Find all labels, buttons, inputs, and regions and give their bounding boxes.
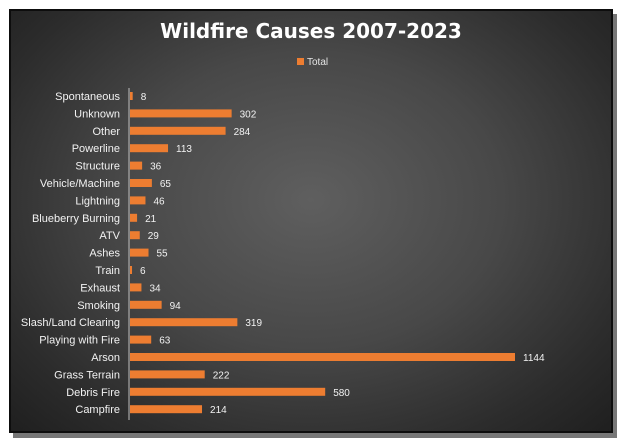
data-label: 65 — [160, 179, 172, 190]
category-label: Spontaneous — [55, 91, 120, 103]
bar — [130, 370, 205, 379]
data-label: 302 — [240, 109, 257, 120]
data-label: 46 — [153, 196, 165, 207]
bar — [130, 161, 143, 170]
data-label: 63 — [159, 336, 171, 347]
category-label: Blueberry Burning — [32, 213, 120, 225]
bar — [130, 335, 152, 344]
data-label: 55 — [157, 249, 169, 260]
bar — [130, 109, 232, 118]
data-label: 21 — [145, 214, 157, 225]
data-label: 8 — [141, 92, 147, 103]
data-label: 34 — [149, 283, 161, 294]
bar — [130, 179, 152, 187]
bar — [130, 266, 133, 274]
bar — [130, 213, 138, 222]
category-label: Structure — [75, 161, 120, 173]
chart-title: Wildfire Causes 2007-2023 — [160, 19, 462, 43]
category-label: Playing with Fire — [39, 335, 120, 347]
category-label: Ashes — [89, 248, 120, 260]
legend: Total — [297, 57, 328, 68]
data-label: 113 — [176, 144, 192, 155]
category-label: Arson — [91, 352, 120, 364]
data-label: 580 — [333, 388, 350, 399]
data-label: 36 — [150, 162, 162, 173]
bar — [130, 318, 238, 327]
bar — [130, 387, 326, 396]
bar — [130, 92, 133, 100]
bar — [130, 144, 169, 153]
category-label: ATV — [99, 230, 120, 242]
data-label: 29 — [148, 231, 160, 242]
bar — [130, 405, 203, 414]
bar — [130, 126, 226, 135]
data-label: 94 — [170, 301, 182, 312]
category-label: Exhaust — [80, 282, 120, 294]
category-label: Campfire — [75, 404, 120, 416]
bar — [130, 353, 515, 361]
bar — [130, 300, 162, 309]
category-label: Vehicle/Machine — [40, 178, 120, 190]
category-label: Lightning — [75, 195, 120, 207]
category-label: Unknown — [74, 108, 120, 120]
category-label: Powerline — [72, 143, 120, 155]
data-label: 319 — [245, 318, 262, 329]
plot-area: Spontaneous 8 Unknown 302 Other 284 Powerline 1… — [21, 88, 545, 420]
bar — [130, 283, 142, 292]
category-label: Debris Fire — [66, 387, 120, 399]
chart-frame — [9, 9, 613, 433]
category-label: Smoking — [77, 300, 120, 312]
bar — [130, 196, 146, 205]
data-label: 214 — [210, 405, 227, 416]
data-label: 284 — [234, 127, 251, 138]
category-label: Slash/Land Clearing — [21, 317, 120, 329]
bar — [130, 248, 149, 257]
bar — [130, 231, 140, 240]
category-label: Train — [95, 265, 120, 277]
category-label: Other — [92, 126, 120, 138]
data-label: 222 — [213, 370, 230, 381]
data-label: 6 — [140, 266, 146, 277]
category-label: Grass Terrain — [54, 369, 120, 381]
legend-swatch — [297, 58, 304, 65]
data-label: 1144 — [523, 353, 545, 364]
legend-label: Total — [307, 57, 328, 68]
